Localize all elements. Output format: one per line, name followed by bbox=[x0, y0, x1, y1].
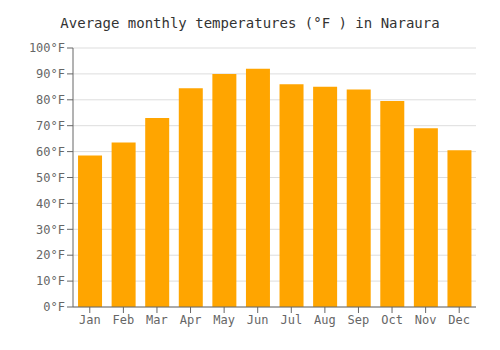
svg-text:80°F: 80°F bbox=[36, 93, 65, 107]
svg-text:50°F: 50°F bbox=[36, 171, 65, 185]
svg-text:Nov: Nov bbox=[415, 313, 437, 327]
svg-text:20°F: 20°F bbox=[36, 248, 65, 262]
svg-text:Sep: Sep bbox=[348, 313, 370, 327]
svg-text:0°F: 0°F bbox=[43, 300, 65, 314]
svg-text:90°F: 90°F bbox=[36, 67, 65, 81]
svg-text:Mar: Mar bbox=[146, 313, 168, 327]
svg-text:Dec: Dec bbox=[448, 313, 470, 327]
svg-text:Jun: Jun bbox=[247, 313, 269, 327]
svg-text:40°F: 40°F bbox=[36, 197, 65, 211]
svg-text:30°F: 30°F bbox=[36, 223, 65, 237]
svg-text:May: May bbox=[213, 313, 235, 327]
svg-text:70°F: 70°F bbox=[36, 119, 65, 133]
svg-text:Aug: Aug bbox=[314, 313, 336, 327]
svg-text:Feb: Feb bbox=[113, 313, 135, 327]
svg-text:Oct: Oct bbox=[381, 313, 403, 327]
svg-text:Jul: Jul bbox=[280, 313, 302, 327]
svg-text:Apr: Apr bbox=[180, 313, 202, 327]
svg-text:100°F: 100°F bbox=[29, 41, 65, 55]
html-text:Average monthly temperatures (: Average monthly temperatures (°F ) in Na… bbox=[60, 15, 440, 31]
svg-text:Jan: Jan bbox=[79, 313, 101, 327]
svg-text:10°F: 10°F bbox=[36, 274, 65, 288]
svg-text:60°F: 60°F bbox=[36, 145, 65, 159]
